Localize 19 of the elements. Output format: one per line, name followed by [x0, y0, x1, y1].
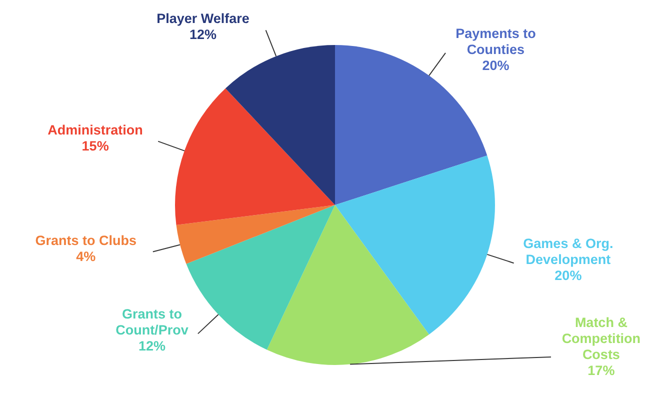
slice-label: Grants to Clubs	[35, 232, 137, 248]
slice-label: Games & Org. Development	[523, 236, 614, 268]
data-label: 20%	[482, 58, 510, 73]
data-label: 12%	[138, 338, 166, 354]
slice-label: Payments to Counties	[456, 26, 536, 57]
pie-slice	[266, 205, 430, 365]
data-label: 4%	[76, 248, 96, 264]
data-label: 15%	[82, 138, 109, 154]
slice-label: Player Welfare	[156, 11, 250, 26]
pie-slice	[225, 45, 335, 205]
slice-label: Grants to Count/Prov	[116, 306, 189, 338]
data-label: 17%	[588, 363, 615, 378]
pie-slice	[335, 156, 495, 334]
slice-label: Administration	[48, 122, 143, 138]
data-label: 12%	[189, 27, 217, 42]
data-label: 20%	[554, 268, 582, 284]
pie-slice	[176, 205, 335, 264]
pie-slice	[175, 88, 335, 226]
slice-label: Match & Competition Costs	[562, 315, 641, 362]
